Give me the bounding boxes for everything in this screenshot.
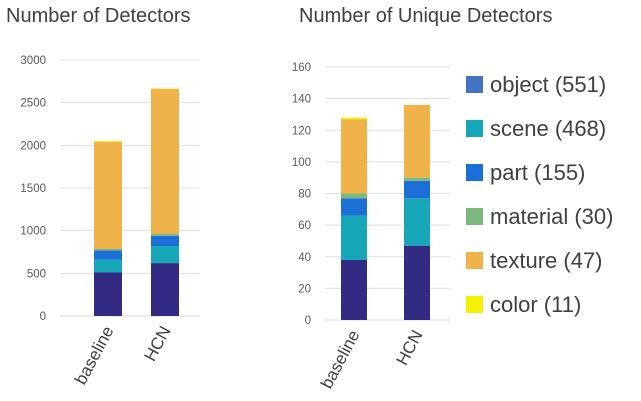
chart-1-ytick: 500: [27, 268, 46, 280]
chart-2-ytick: 100: [292, 157, 311, 169]
chart-2-ytick: 60: [298, 220, 311, 232]
legend-swatch-texture: [466, 252, 483, 269]
bar-texture-hcn: [151, 89, 179, 234]
chart-1-ytick: 2000: [20, 140, 46, 152]
chart-1-category-label: baseline: [71, 323, 118, 388]
legend-swatch-part: [466, 164, 483, 181]
chart-1-ytick: 2500: [20, 98, 46, 110]
bar-object-baseline: [341, 259, 367, 320]
bar-part-baseline: [94, 250, 122, 260]
bar-material-hcn: [151, 233, 179, 236]
bar-color-baseline: [341, 117, 367, 120]
chart-2: 0 20 40 60 80 100 120 140 160 baseline HCN: [292, 62, 450, 392]
chart-1-ytick: 1000: [20, 226, 46, 238]
legend-label-part: part (155): [490, 160, 585, 185]
chart-1-ytick: 1500: [20, 183, 46, 195]
legend-label-object: object (551): [490, 72, 606, 97]
bar-object-baseline: [94, 272, 122, 316]
chart-1: 0 500 1000 1500 2000 2500 3000 baseline HCN: [20, 55, 200, 388]
bar-scene-baseline: [94, 259, 122, 273]
bar-part-hcn: [404, 180, 430, 199]
legend-label-scene: scene (468): [490, 116, 606, 141]
legend-label-material: material (30): [490, 204, 613, 229]
bar-part-baseline: [341, 198, 367, 216]
chart-2-category-label: HCN: [392, 327, 426, 368]
legend-swatch-material: [466, 208, 483, 225]
legend: object (551) scene (468) part (155) materia…: [466, 72, 613, 317]
legend-swatch-color: [466, 296, 483, 313]
chart-2-ytick: 140: [292, 94, 311, 106]
legend-swatch-scene: [466, 120, 483, 137]
bar-material-baseline: [94, 249, 122, 251]
chart-2-ytick: 0: [305, 315, 311, 327]
chart-1-ytick: 3000: [20, 55, 46, 67]
bar-scene-hcn: [404, 198, 430, 246]
bar-object-hcn: [404, 245, 430, 320]
chart-1-ytick: 0: [40, 311, 46, 323]
bar-color-baseline: [94, 141, 122, 142]
bar-material-baseline: [341, 193, 367, 199]
bar-scene-hcn: [151, 246, 179, 264]
bar-texture-baseline: [94, 141, 122, 250]
bar-texture-baseline: [341, 119, 367, 194]
bar-material-hcn: [404, 177, 430, 181]
chart-1-title: Number of Detectors: [6, 5, 191, 27]
bar-scene-baseline: [341, 215, 367, 260]
bar-part-hcn: [151, 235, 179, 247]
chart-2-ytick: 40: [298, 252, 311, 264]
chart-2-ytick: 80: [298, 189, 311, 201]
legend-label-texture: texture (47): [490, 248, 603, 273]
bar-texture-hcn: [404, 104, 430, 178]
legend-label-color: color (11): [490, 292, 581, 317]
chart-2-ytick: 120: [292, 125, 311, 137]
chart-2-ytick: 20: [298, 283, 311, 295]
legend-swatch-object: [466, 76, 483, 93]
chart-2-ytick: 160: [292, 62, 311, 74]
chart-1-category-label: HCN: [140, 323, 174, 364]
bar-object-hcn: [151, 263, 179, 316]
chart-2-title: Number of Unique Detectors: [299, 5, 552, 27]
chart-2-category-label: baseline: [317, 327, 364, 392]
